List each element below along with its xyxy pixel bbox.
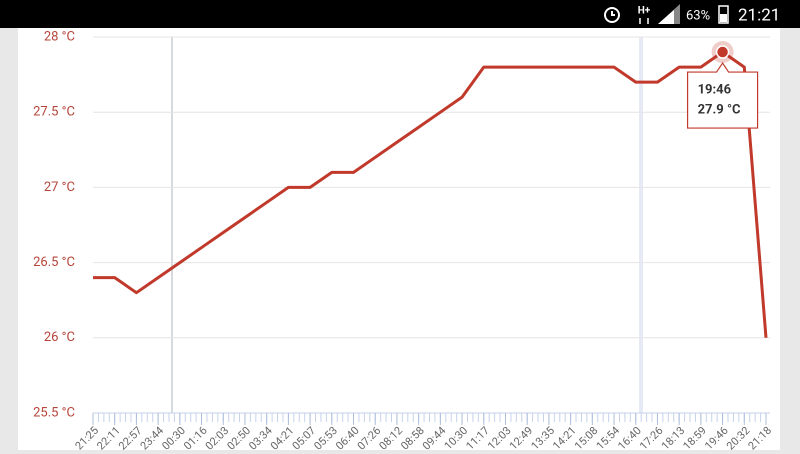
y-tick-label: 28 °C	[44, 29, 75, 44]
clock: 21:21	[738, 5, 780, 25]
y-tick-label: 26 °C	[44, 330, 75, 345]
data-arrows	[639, 18, 649, 24]
network-type: H+	[638, 6, 651, 17]
battery-percent: 63%	[686, 8, 710, 23]
battery-level	[720, 14, 727, 22]
y-tick-label: 27.5 °C	[33, 105, 75, 120]
y-tick-label: 27 °C	[44, 180, 75, 195]
tooltip-time: 19:46	[698, 82, 732, 97]
chart-card	[18, 28, 780, 450]
tooltip-value: 27.9 °C	[698, 102, 741, 117]
signal-icon	[658, 4, 680, 24]
y-tick-label: 26.5 °C	[33, 255, 75, 270]
signal-level	[658, 10, 674, 24]
temperature-line	[93, 50, 768, 338]
y-tick-label: 25.5 °C	[33, 405, 75, 420]
highlight-point	[715, 45, 730, 59]
battery-icon	[718, 5, 729, 24]
alarm-icon	[604, 7, 620, 23]
tooltip-box	[686, 61, 759, 129]
